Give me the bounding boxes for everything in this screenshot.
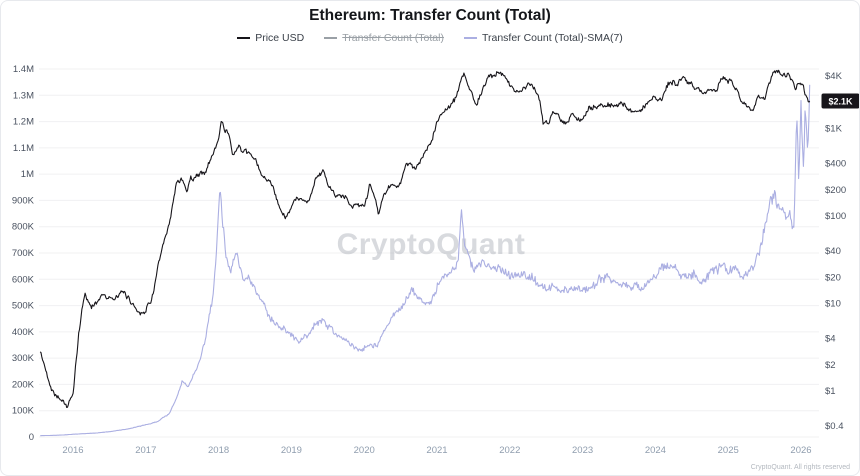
legend: Price USD Transfer Count (Total) Transfe…: [1, 32, 859, 44]
x-axis-label: 2021: [426, 445, 447, 456]
left-axis-label: 1.3M: [13, 90, 34, 101]
left-axis-label: 1.1M: [13, 143, 34, 154]
watermark-text: CryptoQuant: [337, 228, 526, 261]
last-price-badge: [821, 93, 859, 109]
right-axis-label: $4: [825, 334, 836, 345]
x-axis-label: 2025: [718, 445, 739, 456]
right-axis-label: $100: [825, 211, 846, 222]
x-axis-label: 2020: [354, 445, 375, 456]
right-axis-label: $2: [825, 360, 836, 371]
x-axis-label: 2023: [572, 445, 593, 456]
right-axis-label: $4K: [825, 71, 843, 82]
series-line-transfer-sma: [40, 84, 811, 437]
series: [39, 69, 811, 437]
right-axis-label: $400: [825, 159, 846, 170]
left-axis-label: 100K: [12, 406, 35, 417]
left-axis-label: 800K: [12, 222, 35, 233]
x-axis-label: 2017: [135, 445, 156, 456]
legend-item-transfer-count[interactable]: Transfer Count (Total): [324, 32, 444, 44]
left-axis-label: 1.4M: [13, 64, 34, 75]
left-axis-label: 1M: [21, 169, 34, 180]
series-line-price-usd: [39, 69, 811, 409]
left-axis-label: 700K: [12, 248, 35, 259]
copyright-text: CryptoQuant. All rights reserved: [750, 464, 850, 471]
gridlines: [39, 68, 819, 438]
left-axis-label: 600K: [12, 274, 35, 285]
legend-marker-price-icon: [237, 37, 251, 39]
right-axis-label: $20: [825, 272, 841, 283]
x-axis-label: 2024: [645, 445, 666, 456]
right-axis-label: $200: [825, 185, 846, 196]
x-axis-label: 2026: [790, 445, 811, 456]
legend-item-transfer-sma[interactable]: Transfer Count (Total)-SMA(7): [463, 32, 623, 44]
x-axis-label: 2019: [281, 445, 302, 456]
x-axis-label: 2016: [62, 445, 83, 456]
right-axis-label: $0.4: [825, 421, 844, 432]
right-axis-label: $40: [825, 246, 841, 257]
chart-title: Ethereum: Transfer Count (Total): [309, 7, 551, 24]
x-axis-label: 2022: [499, 445, 520, 456]
last-price-badge-label: $2.1K: [828, 97, 853, 107]
legend-label-sma: Transfer Count (Total)-SMA(7): [481, 32, 623, 44]
left-axis-label: 500K: [12, 301, 35, 312]
left-axis-label: 200K: [12, 379, 35, 390]
left-axis-label: 0: [29, 432, 34, 443]
legend-label-price: Price USD: [255, 32, 305, 44]
legend-label-transfer: Transfer Count (Total): [342, 32, 444, 44]
left-axis-label: 900K: [12, 195, 35, 206]
legend-marker-transfer-icon: [324, 37, 338, 39]
left-axis-label: 400K: [12, 327, 35, 338]
axis-labels: 1.4M 1.3M 1.2M 1.1M 1M 900K 800K 700K 600K 500K 40…: [12, 64, 859, 456]
right-axis-label: $1K: [825, 124, 843, 135]
legend-item-price-usd[interactable]: Price USD: [237, 32, 304, 44]
right-axis-label: $1: [825, 386, 836, 397]
left-axis-label: 1.2M: [13, 117, 34, 128]
x-axis-label: 2018: [208, 445, 229, 456]
left-axis-label: 300K: [12, 353, 35, 364]
legend-marker-sma-icon: [463, 37, 477, 39]
watermark: CryptoQuant: [337, 228, 526, 261]
right-axis-label: $10: [825, 299, 841, 310]
